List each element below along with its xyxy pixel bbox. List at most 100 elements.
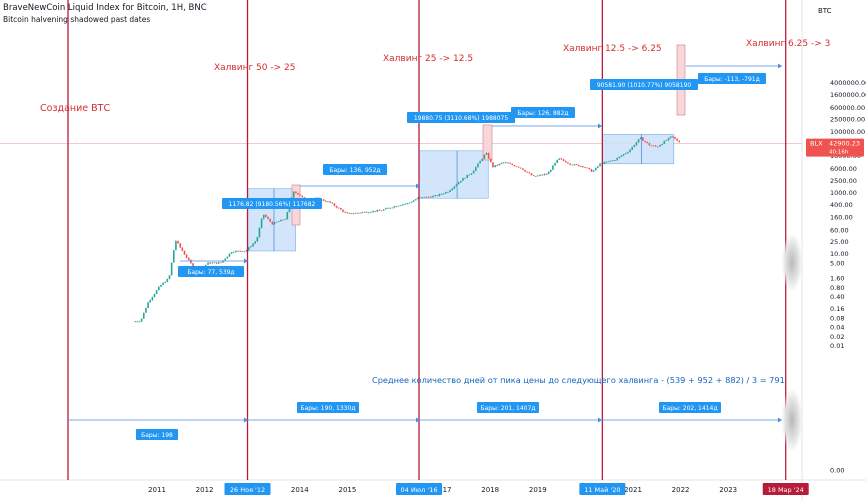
candle	[657, 146, 659, 148]
candle	[558, 158, 561, 160]
x-tick-label: 2015	[338, 486, 356, 494]
last-price-badge	[806, 138, 864, 157]
candle	[451, 188, 454, 191]
candle	[215, 262, 218, 264]
candle	[522, 168, 524, 171]
candle	[644, 140, 646, 142]
candle	[325, 200, 327, 202]
y-tick-label: 10.00	[830, 250, 849, 258]
candle	[220, 262, 222, 264]
candle	[352, 213, 355, 215]
candle	[481, 158, 484, 161]
halving-label: Халвинг 25 -> 12.5	[383, 54, 473, 64]
range-arrow-head	[416, 417, 420, 423]
candle	[650, 145, 653, 147]
peak-arrow-head	[598, 123, 602, 129]
halving-date-label: 04 Июл '16	[401, 486, 438, 494]
candle	[172, 250, 175, 263]
candle	[472, 170, 475, 174]
y-tick-label: 100000.00	[830, 128, 865, 136]
peak-arrow-head	[416, 183, 420, 189]
y-tick-label: 1.60	[830, 275, 844, 283]
candle	[372, 210, 374, 213]
y-tick-label: 0.08	[830, 314, 844, 322]
candle	[239, 250, 241, 252]
candle	[423, 197, 426, 199]
candle	[579, 166, 582, 167]
candle	[359, 212, 361, 214]
candle	[466, 174, 469, 178]
candle	[637, 139, 640, 143]
range-2-label-bg	[477, 402, 539, 413]
candle	[222, 260, 224, 263]
measure-3-label: 90581.90 (1010.77%) 9058190	[597, 82, 692, 89]
candle	[543, 173, 546, 176]
candle	[642, 137, 644, 141]
range-arrow-head	[244, 417, 248, 423]
candle	[434, 195, 436, 197]
halving-label: Халвинг 50 -> 25	[214, 63, 295, 73]
measure-3-label-bg	[590, 79, 698, 90]
candle	[382, 209, 385, 211]
candle	[665, 140, 668, 141]
candle	[449, 190, 451, 192]
candle	[612, 160, 614, 162]
y-tick-label: 0.02	[830, 333, 844, 341]
candle	[149, 300, 152, 303]
candle	[387, 207, 389, 209]
y-tick-label: 5.00	[830, 259, 844, 267]
candle	[652, 145, 655, 147]
candle	[329, 201, 331, 203]
candle	[342, 209, 344, 212]
candle	[162, 282, 164, 285]
measure-box	[602, 134, 675, 165]
candle	[181, 247, 184, 252]
candle	[408, 202, 411, 204]
candle	[440, 193, 443, 195]
candle	[280, 219, 282, 222]
y-tick-label: 1000.00	[830, 189, 857, 197]
candle	[275, 221, 278, 223]
candle	[571, 164, 573, 166]
candle	[277, 221, 280, 223]
candle	[487, 152, 490, 159]
candle	[496, 165, 499, 167]
candle	[592, 170, 595, 172]
candle	[477, 163, 479, 168]
candle	[541, 174, 544, 176]
candle	[539, 174, 541, 176]
candle	[567, 162, 569, 164]
candle	[513, 164, 516, 167]
candle	[494, 165, 496, 168]
candle	[483, 154, 486, 159]
halving-label: Халвинг 12.5 -> 6.25	[563, 44, 662, 54]
range-2-label: Бары: 201, 1407д	[481, 405, 536, 412]
candle	[267, 216, 269, 219]
candle	[155, 290, 158, 294]
candle	[511, 163, 514, 165]
measure-box	[418, 150, 489, 199]
candle	[639, 137, 642, 140]
candle	[271, 221, 274, 225]
range-arrow-head	[778, 417, 782, 423]
candle	[590, 169, 593, 172]
candle	[258, 227, 261, 238]
candle	[412, 200, 415, 202]
candle	[678, 140, 681, 143]
candle	[620, 155, 623, 157]
bars-start-label-bg	[136, 429, 178, 440]
candle	[607, 161, 610, 162]
candle	[460, 180, 462, 183]
candle	[380, 210, 383, 212]
range-1-label-bg	[297, 402, 359, 413]
candle	[145, 307, 147, 313]
bars-2-label-bg	[323, 164, 387, 175]
candle	[549, 169, 552, 172]
bars-4-label-bg	[698, 73, 766, 84]
candle	[138, 321, 141, 323]
candle	[406, 203, 409, 204]
candle	[415, 199, 417, 201]
candle	[374, 210, 376, 212]
y-tick-label: 0.01	[830, 342, 844, 350]
